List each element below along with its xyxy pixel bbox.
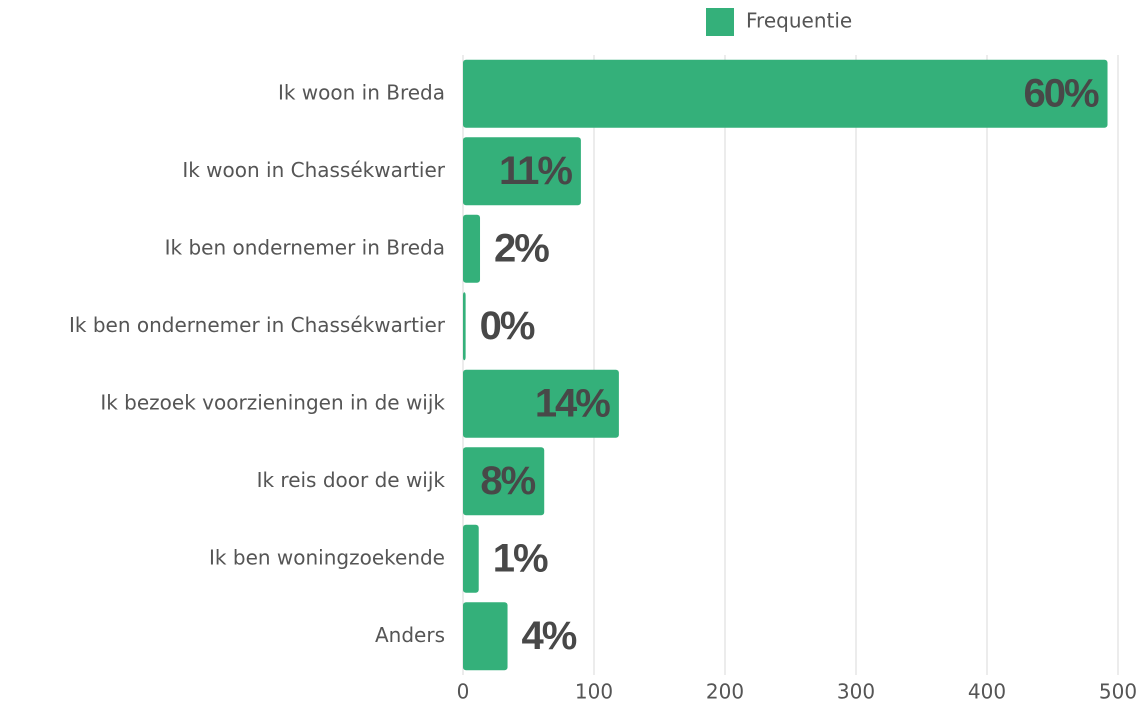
y-tick-label: Ik woon in Chassékwartier	[182, 158, 445, 182]
data-label: 11%	[499, 149, 572, 193]
x-tick-label: 400	[968, 680, 1006, 704]
y-tick-label: Ik ben ondernemer in Chassékwartier	[69, 313, 446, 337]
bar	[463, 369, 619, 438]
bar	[463, 524, 479, 593]
y-tick-label: Ik woon in Breda	[278, 80, 445, 104]
bar	[463, 59, 1108, 128]
y-tick-label: Ik bezoek voorzieningen in de wijk	[100, 390, 445, 414]
data-label: 2%	[494, 226, 549, 270]
x-tick-label: 200	[706, 680, 744, 704]
data-label: 1%	[493, 536, 548, 580]
data-label: 14%	[535, 381, 610, 425]
x-tick-label: 300	[837, 680, 875, 704]
data-label: 60%	[1023, 71, 1098, 115]
y-tick-label: Ik reis door de wijk	[257, 468, 446, 492]
data-label: 4%	[522, 614, 577, 658]
y-tick-label: Ik ben woningzoekende	[209, 545, 445, 569]
bar	[463, 137, 581, 206]
bar	[463, 447, 545, 516]
bar	[463, 292, 466, 361]
data-label: 0%	[480, 304, 535, 348]
legend-swatch	[706, 8, 734, 36]
bar	[463, 214, 481, 283]
y-tick-label: Anders	[375, 623, 445, 647]
x-tick-label: 500	[1099, 680, 1137, 704]
data-label: 8%	[480, 459, 535, 503]
y-tick-label: Ik ben ondernemer in Breda	[165, 235, 445, 259]
bar	[463, 602, 508, 671]
x-tick-label: 100	[575, 680, 613, 704]
x-tick-label: 0	[457, 680, 470, 704]
legend-label: Frequentie	[746, 9, 852, 33]
